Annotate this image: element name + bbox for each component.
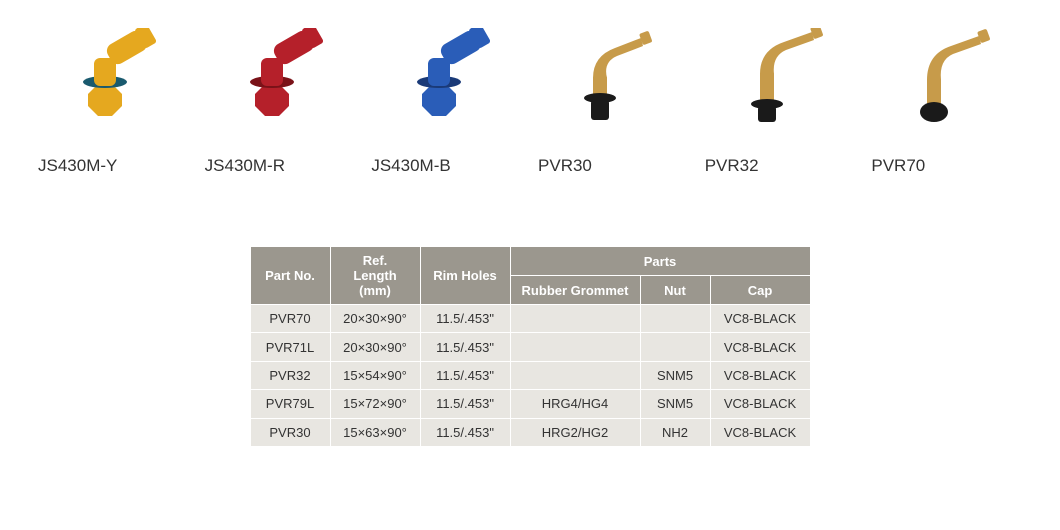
product-label: PVR32 (697, 156, 759, 176)
cell-ref-length: 20×30×90° (330, 305, 420, 333)
cell-ref-length: 15×54×90° (330, 361, 420, 389)
cell-ref-length: 15×63×90° (330, 418, 420, 446)
header-cap: Cap (710, 276, 810, 305)
spec-table-body: PVR70 20×30×90° 11.5/.453" VC8-BLACK PVR… (250, 305, 810, 447)
table-row: PVR30 15×63×90° 11.5/.453" HRG2/HG2 NH2 … (250, 418, 810, 446)
product-item: JS430M-Y (30, 18, 197, 176)
product-image-js430m-y (68, 18, 158, 138)
cell-nut: SNM5 (640, 361, 710, 389)
cell-part-no: PVR71L (250, 333, 330, 361)
cell-rubber-grommet (510, 305, 640, 333)
cell-rim-holes: 11.5/.453" (420, 418, 510, 446)
product-item: PVR32 (697, 18, 864, 176)
product-image-js430m-b (402, 18, 492, 138)
cell-cap: VC8-BLACK (710, 418, 810, 446)
header-nut: Nut (640, 276, 710, 305)
product-image-pvr32 (730, 18, 830, 138)
cell-rim-holes: 11.5/.453" (420, 361, 510, 389)
cell-part-no: PVR70 (250, 305, 330, 333)
cell-part-no: PVR30 (250, 418, 330, 446)
cell-ref-length: 20×30×90° (330, 333, 420, 361)
product-image-pvr70 (897, 18, 997, 138)
product-row: JS430M-Y JS430M-R (0, 0, 1060, 176)
header-ref-length: Ref. Length (mm) (330, 247, 420, 305)
table-row: PVR71L 20×30×90° 11.5/.453" VC8-BLACK (250, 333, 810, 361)
spec-table-container: Part No. Ref. Length (mm) Rim Holes Part… (0, 246, 1060, 445)
header-parts: Parts (510, 247, 810, 276)
spec-table: Part No. Ref. Length (mm) Rim Holes Part… (250, 246, 811, 447)
product-item: JS430M-R (197, 18, 364, 176)
table-row: PVR70 20×30×90° 11.5/.453" VC8-BLACK (250, 305, 810, 333)
product-item: JS430M-B (363, 18, 530, 176)
cell-rubber-grommet: HRG4/HG4 (510, 390, 640, 418)
header-rim-holes: Rim Holes (420, 247, 510, 305)
header-rubber-grommet: Rubber Grommet (510, 276, 640, 305)
header-part-no: Part No. (250, 247, 330, 305)
product-label: JS430M-Y (30, 156, 117, 176)
product-item: PVR30 (530, 18, 697, 176)
table-row: PVR79L 15×72×90° 11.5/.453" HRG4/HG4 SNM… (250, 390, 810, 418)
cell-rubber-grommet: HRG2/HG2 (510, 418, 640, 446)
cell-part-no: PVR79L (250, 390, 330, 418)
cell-nut: SNM5 (640, 390, 710, 418)
product-label: JS430M-R (197, 156, 285, 176)
cell-rubber-grommet (510, 333, 640, 361)
cell-nut (640, 305, 710, 333)
cell-ref-length: 15×72×90° (330, 390, 420, 418)
cell-cap: VC8-BLACK (710, 361, 810, 389)
product-label: JS430M-B (363, 156, 450, 176)
product-image-js430m-r (235, 18, 325, 138)
cell-part-no: PVR32 (250, 361, 330, 389)
product-label: PVR30 (530, 156, 592, 176)
cell-rim-holes: 11.5/.453" (420, 390, 510, 418)
cell-nut (640, 333, 710, 361)
product-item: PVR70 (863, 18, 1030, 176)
product-label: PVR70 (863, 156, 925, 176)
cell-cap: VC8-BLACK (710, 390, 810, 418)
cell-rim-holes: 11.5/.453" (420, 305, 510, 333)
table-row: PVR32 15×54×90° 11.5/.453" SNM5 VC8-BLAC… (250, 361, 810, 389)
cell-rim-holes: 11.5/.453" (420, 333, 510, 361)
cell-cap: VC8-BLACK (710, 305, 810, 333)
cell-nut: NH2 (640, 418, 710, 446)
cell-rubber-grommet (510, 361, 640, 389)
product-image-pvr30 (563, 18, 663, 138)
cell-cap: VC8-BLACK (710, 333, 810, 361)
